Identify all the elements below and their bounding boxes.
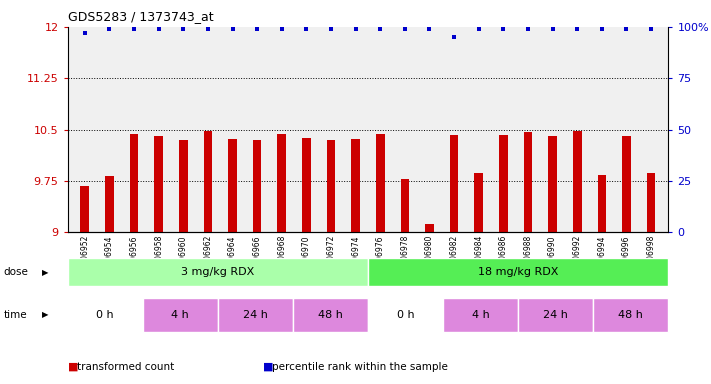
Point <box>326 26 337 32</box>
Point <box>449 34 460 40</box>
Bar <box>326 140 336 232</box>
Bar <box>573 131 582 232</box>
Bar <box>80 186 89 232</box>
Point <box>523 26 534 32</box>
Text: percentile rank within the sample: percentile rank within the sample <box>272 362 448 372</box>
Text: ▶: ▶ <box>42 268 48 277</box>
Bar <box>143 298 218 332</box>
Bar <box>351 139 360 232</box>
Point <box>399 26 410 32</box>
Text: 24 h: 24 h <box>243 310 268 320</box>
Bar <box>368 298 443 332</box>
Text: ■: ■ <box>68 362 78 372</box>
Bar <box>400 179 410 232</box>
Bar <box>450 135 459 232</box>
Text: ▶: ▶ <box>42 310 48 319</box>
Point <box>104 26 115 32</box>
Bar <box>474 173 483 232</box>
Bar <box>622 136 631 232</box>
Point <box>547 26 558 32</box>
Point <box>596 26 607 32</box>
Bar <box>443 298 518 332</box>
Text: 0 h: 0 h <box>397 310 415 320</box>
Text: GDS5283 / 1373743_at: GDS5283 / 1373743_at <box>68 10 213 23</box>
Text: 18 mg/kg RDX: 18 mg/kg RDX <box>478 267 558 277</box>
Point <box>79 30 90 36</box>
Bar <box>376 134 385 232</box>
Bar <box>302 138 311 232</box>
Bar <box>68 298 143 332</box>
Bar <box>647 174 656 232</box>
Text: 4 h: 4 h <box>171 310 189 320</box>
Point <box>498 26 509 32</box>
Point <box>350 26 361 32</box>
Text: 0 h: 0 h <box>96 310 114 320</box>
Point <box>178 26 189 32</box>
Point <box>621 26 632 32</box>
Text: time: time <box>4 310 27 320</box>
Bar <box>203 131 212 232</box>
Bar <box>129 134 139 232</box>
Bar <box>548 136 557 232</box>
Bar <box>293 298 368 332</box>
Bar <box>68 258 368 286</box>
Point <box>129 26 140 32</box>
Bar <box>368 258 668 286</box>
Text: 3 mg/kg RDX: 3 mg/kg RDX <box>181 267 255 277</box>
Text: 48 h: 48 h <box>318 310 343 320</box>
Bar <box>154 136 163 232</box>
Point <box>227 26 238 32</box>
Bar <box>228 139 237 232</box>
Bar <box>218 298 293 332</box>
Bar <box>105 176 114 232</box>
Bar <box>499 135 508 232</box>
Text: 4 h: 4 h <box>471 310 489 320</box>
Point <box>473 26 484 32</box>
Point <box>424 26 435 32</box>
Point <box>301 26 312 32</box>
Point <box>375 26 386 32</box>
Text: ■: ■ <box>263 362 274 372</box>
Text: 24 h: 24 h <box>543 310 568 320</box>
Point <box>252 26 263 32</box>
Bar <box>524 132 533 232</box>
Point <box>572 26 583 32</box>
Bar <box>277 134 286 232</box>
Bar <box>593 298 668 332</box>
Bar <box>425 224 434 232</box>
Point <box>153 26 164 32</box>
Point <box>646 26 657 32</box>
Text: dose: dose <box>4 267 28 277</box>
Text: transformed count: transformed count <box>77 362 174 372</box>
Bar <box>597 175 606 232</box>
Point <box>202 26 213 32</box>
Bar <box>179 140 188 232</box>
Text: 48 h: 48 h <box>619 310 643 320</box>
Point <box>276 26 287 32</box>
Bar <box>253 140 262 232</box>
Bar <box>518 298 593 332</box>
